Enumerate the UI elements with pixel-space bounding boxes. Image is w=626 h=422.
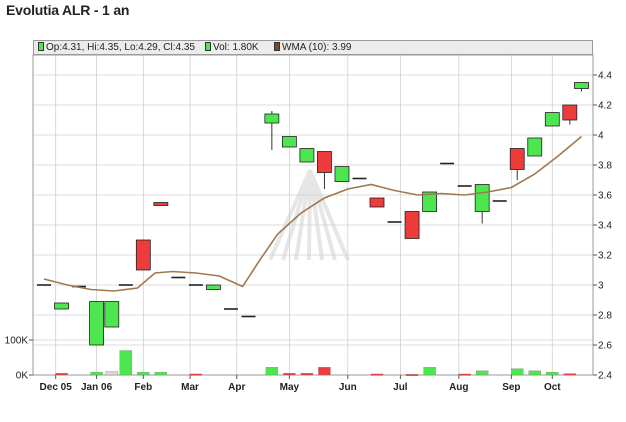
price-tick-label: 4 xyxy=(598,131,604,142)
time-tick-label: Mar xyxy=(181,382,199,393)
candle-body xyxy=(544,112,560,127)
legend-wma-text: WMA (10): 3.99 xyxy=(282,42,352,53)
time-tick-label: Feb xyxy=(134,382,152,393)
candle-body xyxy=(574,82,589,89)
volume-bar xyxy=(511,368,524,376)
candle-body xyxy=(89,301,104,346)
candle-body xyxy=(369,197,385,208)
candle-body xyxy=(281,136,297,148)
candle-body xyxy=(562,104,578,121)
price-tick-label: 3.6 xyxy=(598,191,612,202)
candle-body xyxy=(206,284,221,290)
candle-body xyxy=(509,148,525,170)
volume-bar xyxy=(546,372,559,376)
price-axis: 2.4 2.6 2.8 3 3.2 3.4 3.6 3.8 4 4.2 4.4 xyxy=(593,71,612,382)
time-tick-label: Jul xyxy=(393,382,408,393)
wma-line xyxy=(43,135,583,292)
time-tick-label: Jan 06 xyxy=(81,382,113,393)
price-tick-label: 3.4 xyxy=(598,221,612,232)
volume-bar xyxy=(423,367,436,376)
volume-bars xyxy=(55,350,576,376)
watermark-stroke xyxy=(307,169,312,261)
candle-body xyxy=(104,301,120,328)
price-tick-label: 2.8 xyxy=(598,311,612,322)
volume-axis: 100K 0K xyxy=(5,336,33,382)
candle-body xyxy=(135,239,151,271)
legend-volume: Vol: 1.80K xyxy=(205,41,259,54)
price-tick-label: 2.6 xyxy=(598,341,612,352)
candle-body xyxy=(153,202,169,206)
volume-bar xyxy=(90,372,103,376)
candle-body xyxy=(334,166,350,182)
volume-bar xyxy=(105,371,118,376)
volume-bar xyxy=(265,367,279,376)
volume-bar xyxy=(55,373,68,376)
legend-wma: WMA (10): 3.99 xyxy=(274,41,351,54)
price-tick-label: 4.2 xyxy=(598,101,612,112)
legend-volume-text: Vol: 1.80K xyxy=(213,42,259,53)
volume-bar xyxy=(318,367,331,376)
time-tick-label: May xyxy=(280,382,300,393)
volume-bar xyxy=(154,372,167,376)
price-tick-label: 4.4 xyxy=(598,71,612,82)
candle-body xyxy=(422,191,437,212)
price-tick-label: 3 xyxy=(598,281,604,292)
volume-swatch-icon xyxy=(205,42,211,51)
time-tick-label: Aug xyxy=(449,382,468,393)
watermark-stroke xyxy=(281,169,312,261)
up-candle-swatch-icon xyxy=(38,42,44,51)
volume-tick-label: 0K xyxy=(16,371,29,382)
volume-bar xyxy=(405,374,419,376)
price-tick-label: 2.4 xyxy=(598,371,612,382)
time-tick-label: Sep xyxy=(502,382,520,393)
candle-body xyxy=(404,211,420,239)
wma-swatch-icon xyxy=(274,42,280,51)
volume-bar xyxy=(458,373,471,376)
candle-body xyxy=(299,148,315,163)
volume-bar xyxy=(476,370,489,376)
legend-ohlc: Op:4.31, Hi:4.35, Lo:4.29, Cl:4.35 xyxy=(38,41,195,54)
watermark-stroke xyxy=(308,169,324,261)
volume-bar xyxy=(563,373,576,376)
candle-body xyxy=(317,151,332,173)
candle-body xyxy=(54,302,69,310)
watermark-logo-icon xyxy=(268,169,350,261)
legend-ohlc-text: Op:4.31, Hi:4.35, Lo:4.29, Cl:4.35 xyxy=(46,42,195,53)
candles xyxy=(37,82,589,346)
volume-bar xyxy=(300,373,314,376)
time-tick-label: Apr xyxy=(228,382,245,393)
time-tick-label: Jun xyxy=(339,382,357,393)
candle-body xyxy=(527,137,543,157)
candle-body xyxy=(264,113,280,124)
price-tick-label: 3.8 xyxy=(598,161,612,172)
watermark-stroke xyxy=(268,169,312,261)
volume-bar xyxy=(370,373,384,376)
watermark-stroke xyxy=(294,169,312,261)
time-tick-label: Dec 05 xyxy=(40,382,73,393)
price-tick-label: 3.2 xyxy=(598,251,612,262)
watermark-stroke xyxy=(308,169,350,261)
volume-bar xyxy=(137,372,150,376)
volume-bar xyxy=(283,373,296,376)
volume-bar xyxy=(528,370,541,376)
candle-body xyxy=(474,184,490,212)
volume-bar xyxy=(189,373,203,376)
volume-bar xyxy=(119,350,132,376)
time-tick-label: Oct xyxy=(544,382,561,393)
chart-title: Evolutia ALR - 1 an xyxy=(6,2,130,18)
volume-tick-label: 100K xyxy=(5,336,29,347)
time-axis: Dec 05 Jan 06 Feb Mar Apr May Jun Jul Aug Sep Oct xyxy=(40,375,561,393)
